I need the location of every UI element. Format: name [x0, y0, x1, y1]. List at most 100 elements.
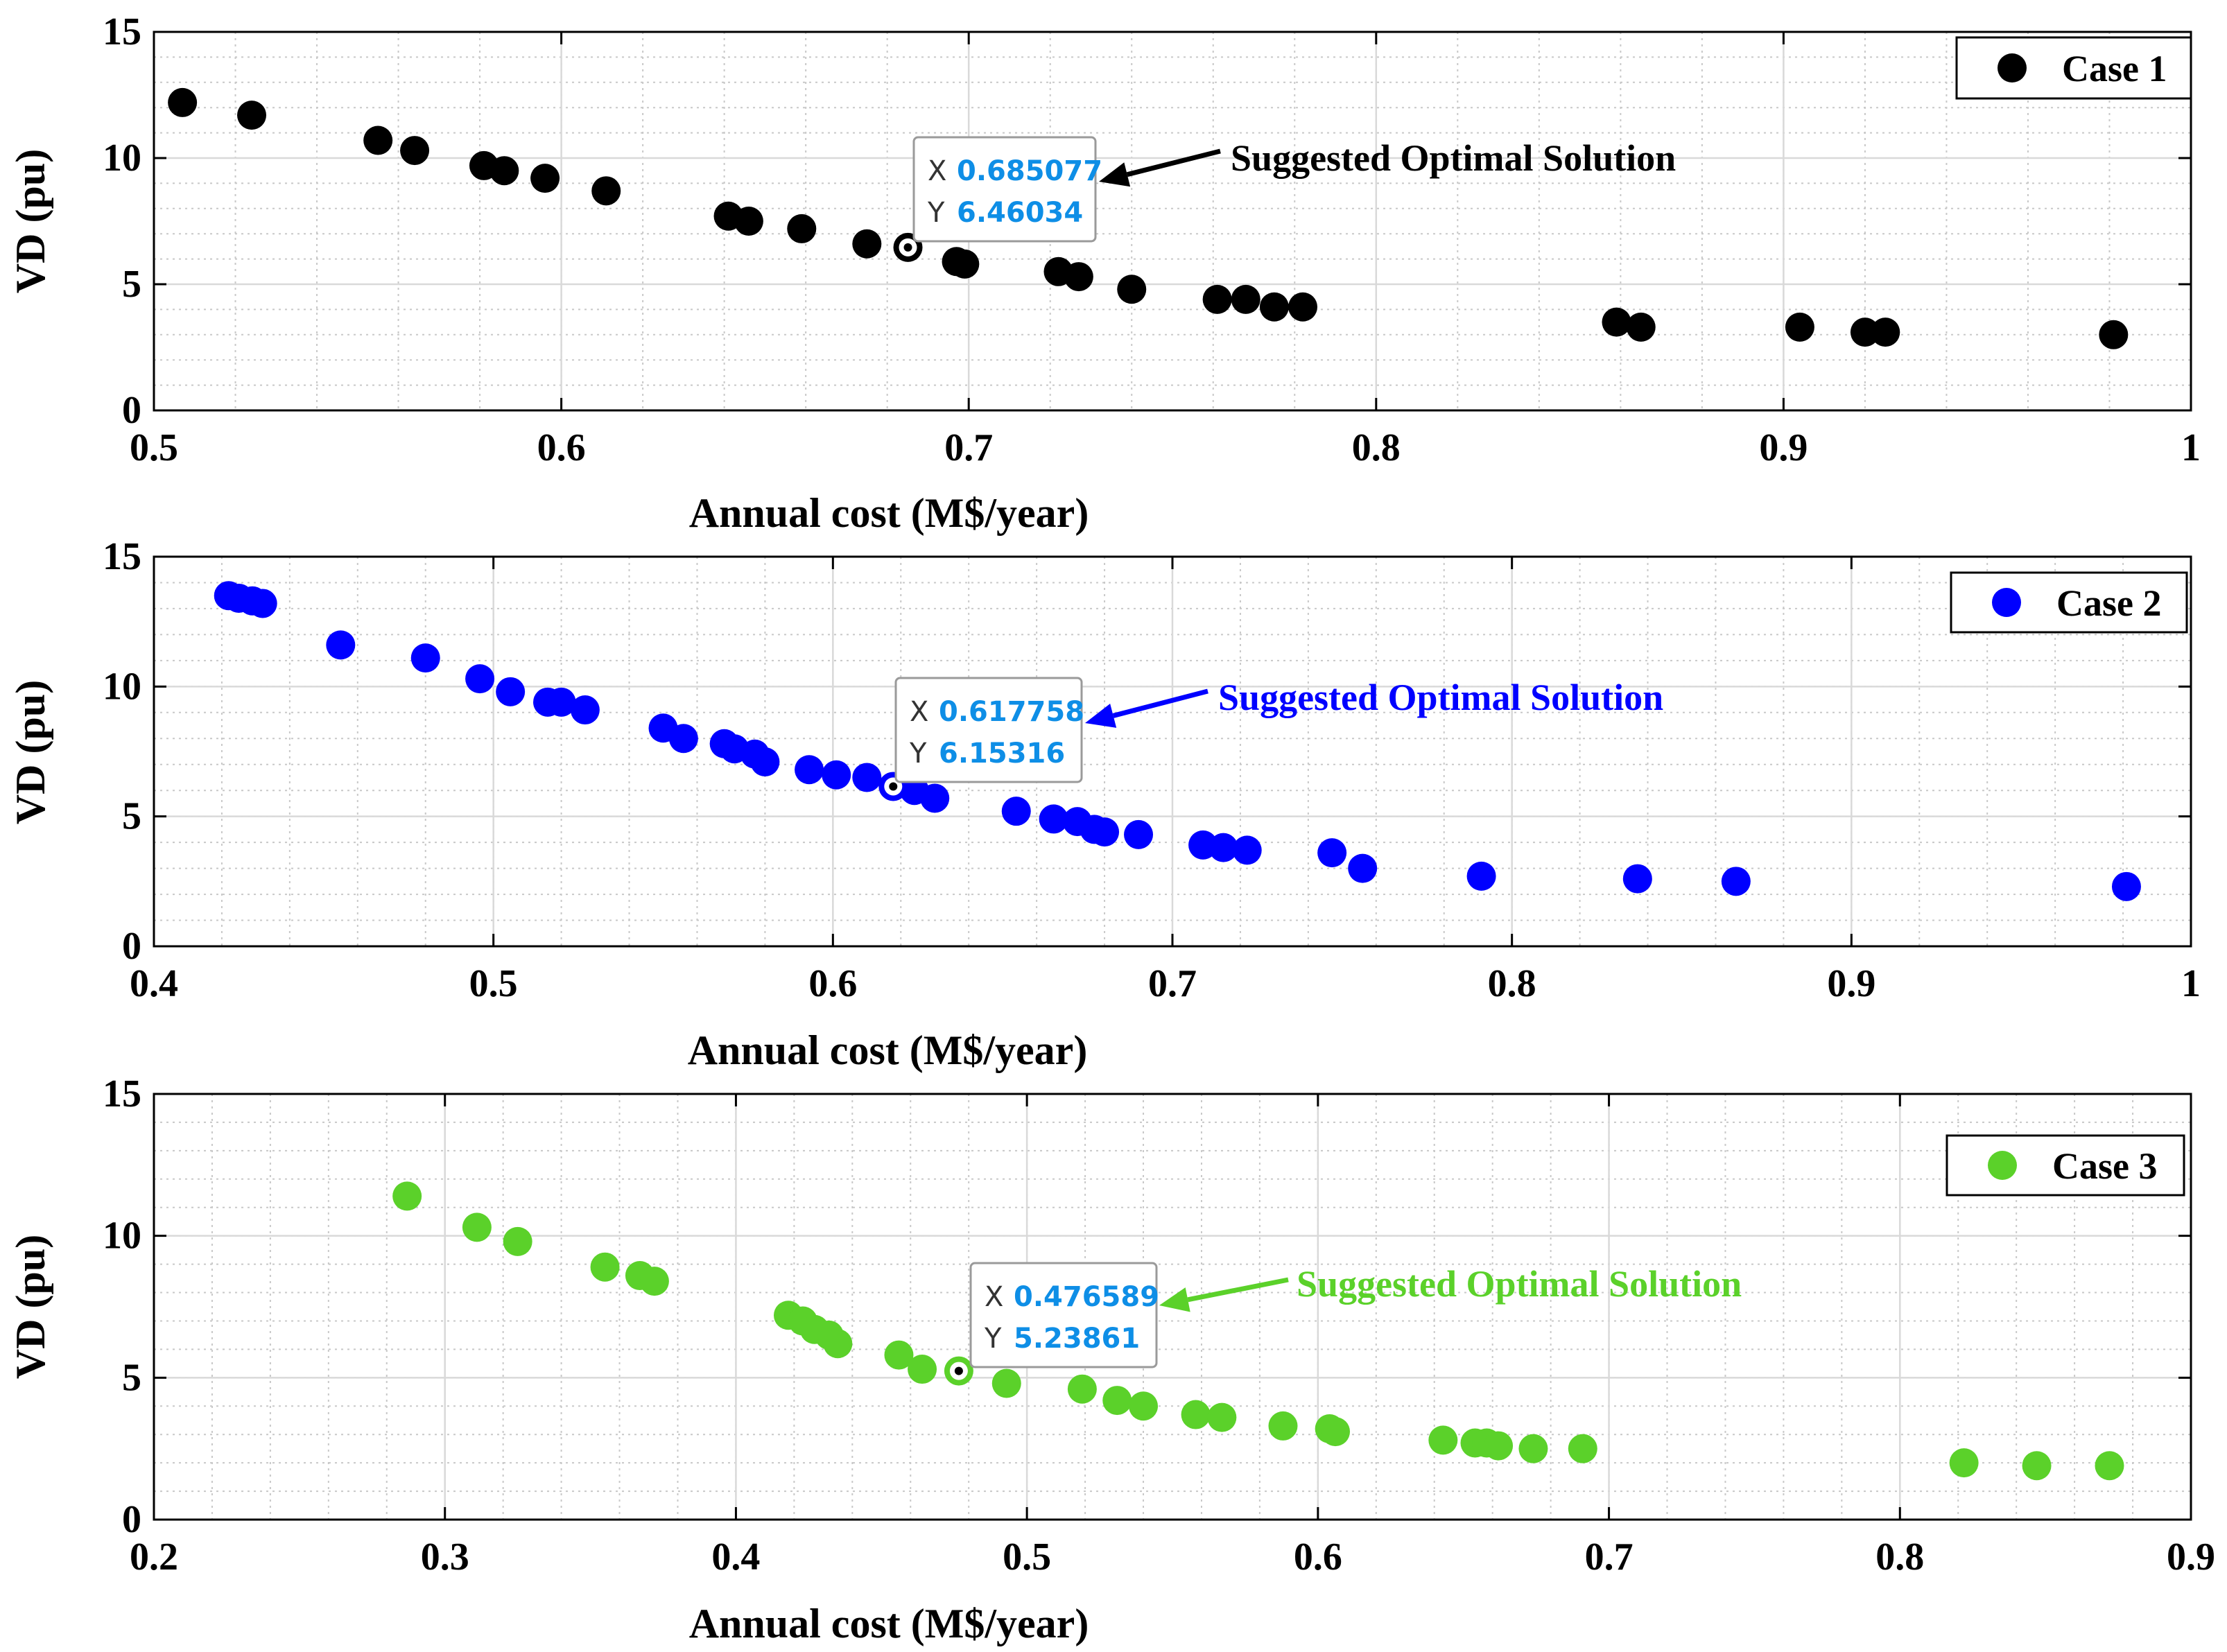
data-point	[822, 760, 851, 790]
data-point	[991, 1368, 1021, 1398]
data-point	[1202, 284, 1232, 314]
data-point	[1067, 1374, 1097, 1404]
data-point	[1568, 1434, 1597, 1463]
y-tick-label: 15	[103, 1072, 141, 1115]
datatip-y-value: 5.23861	[1014, 1323, 1140, 1355]
datatip-y-key: Y	[984, 1323, 1002, 1355]
x-tick-label: 0.9	[1759, 426, 1808, 469]
datatip-x-value: 0.617758	[939, 696, 1084, 728]
annotation-arrowhead	[1159, 1287, 1190, 1312]
data-point	[2099, 320, 2129, 349]
data-point	[462, 1212, 492, 1242]
datatip-box	[969, 1262, 1158, 1368]
data-point	[1622, 864, 1652, 894]
x-tick-label: 0.6	[808, 962, 857, 1005]
x-tick-label: 0.9	[2167, 1536, 2215, 1579]
data-point	[1064, 262, 1093, 292]
data-point	[1317, 838, 1347, 868]
data-point	[591, 176, 621, 206]
data-point	[823, 1329, 853, 1359]
datatip-x-value: 0.685077	[957, 155, 1102, 187]
y-tick-label: 5	[122, 1356, 141, 1399]
data-point	[1232, 835, 1262, 865]
x-tick-label: 0.7	[1148, 962, 1197, 1005]
data-point	[546, 687, 576, 717]
data-point	[1871, 318, 1900, 347]
y-tick-label: 15	[103, 535, 141, 578]
data-point	[503, 1226, 532, 1256]
data-point	[668, 724, 698, 754]
data-point	[1602, 307, 1631, 337]
axes-frame	[153, 31, 2192, 412]
x-axis-label: Annual cost (M$/year)	[689, 490, 1089, 536]
x-tick-label: 0.4	[130, 962, 178, 1005]
data-point	[1001, 797, 1031, 826]
x-axis-label: Annual cost (M$/year)	[688, 1027, 1088, 1073]
data-point	[950, 249, 980, 279]
y-tick-label: 5	[122, 263, 141, 306]
y-tick-label: 5	[122, 795, 141, 838]
data-point	[1721, 867, 1751, 896]
x-tick-label: 0.6	[537, 426, 586, 469]
data-point	[363, 125, 393, 155]
x-tick-label: 0.8	[1488, 962, 1536, 1005]
x-tick-label: 0.5	[469, 962, 518, 1005]
data-point	[530, 164, 560, 193]
data-point	[489, 156, 519, 186]
data-point	[908, 1355, 937, 1384]
legend-box	[1946, 1134, 2185, 1197]
data-point	[570, 695, 600, 725]
data-point	[1288, 292, 1318, 322]
x-tick-label: 0.5	[1003, 1536, 1051, 1579]
datatip-box	[894, 677, 1083, 783]
x-tick-label: 0.8	[1352, 426, 1401, 469]
data-point	[1321, 1417, 1351, 1447]
datatip-x-key: X	[985, 1281, 1003, 1313]
data-point	[590, 1252, 620, 1282]
y-tick-label: 0	[122, 389, 141, 432]
data-point	[1268, 1411, 1298, 1441]
data-point	[1208, 833, 1238, 862]
y-tick-label: 10	[103, 665, 141, 708]
datatip-box	[912, 136, 1097, 243]
data-point	[1102, 1386, 1132, 1416]
x-tick-label: 0.3	[421, 1536, 469, 1579]
annotation-arrowhead	[1099, 162, 1131, 187]
data-point	[1518, 1434, 1548, 1463]
data-point	[465, 664, 495, 694]
data-point	[496, 677, 526, 706]
legend-marker	[1998, 53, 2027, 82]
data-point	[1949, 1448, 1979, 1478]
x-tick-label: 1	[2181, 426, 2201, 469]
legend-label: Case 2	[2056, 582, 2161, 624]
data-point	[1117, 275, 1147, 304]
x-tick-label: 0.5	[130, 426, 178, 469]
y-tick-label: 10	[103, 1215, 141, 1258]
data-point	[237, 101, 267, 130]
datatip-y-value: 6.15316	[939, 738, 1065, 770]
data-point	[1428, 1425, 1458, 1455]
data-point	[852, 763, 882, 792]
data-point	[734, 207, 763, 236]
datatip-x-value: 0.476589	[1014, 1281, 1159, 1313]
data-point	[1207, 1402, 1237, 1432]
legend-label: Case 1	[2062, 48, 2167, 89]
data-point	[639, 1267, 669, 1296]
data-point	[392, 1181, 422, 1211]
datatip-x-key: X	[910, 696, 928, 728]
annotation-arrow	[1112, 688, 1208, 718]
chart-3: 0.2 0.3 0.4 0.5 0.6 0.7 0.8 0.9 0 5 10 15 Annual cos…	[8, 1072, 2215, 1646]
data-point	[1626, 312, 1656, 342]
legend-label: Case 3	[2052, 1145, 2157, 1187]
data-point	[2022, 1451, 2052, 1481]
data-point	[787, 214, 817, 243]
plot-area	[154, 32, 2191, 410]
legend-box	[1950, 571, 2188, 634]
legend-box	[1955, 36, 2192, 100]
annotation-text: Suggested Optimal Solution	[1297, 1263, 1742, 1305]
x-tick-label: 0.6	[1294, 1536, 1342, 1579]
x-tick-label: 0.4	[711, 1536, 760, 1579]
